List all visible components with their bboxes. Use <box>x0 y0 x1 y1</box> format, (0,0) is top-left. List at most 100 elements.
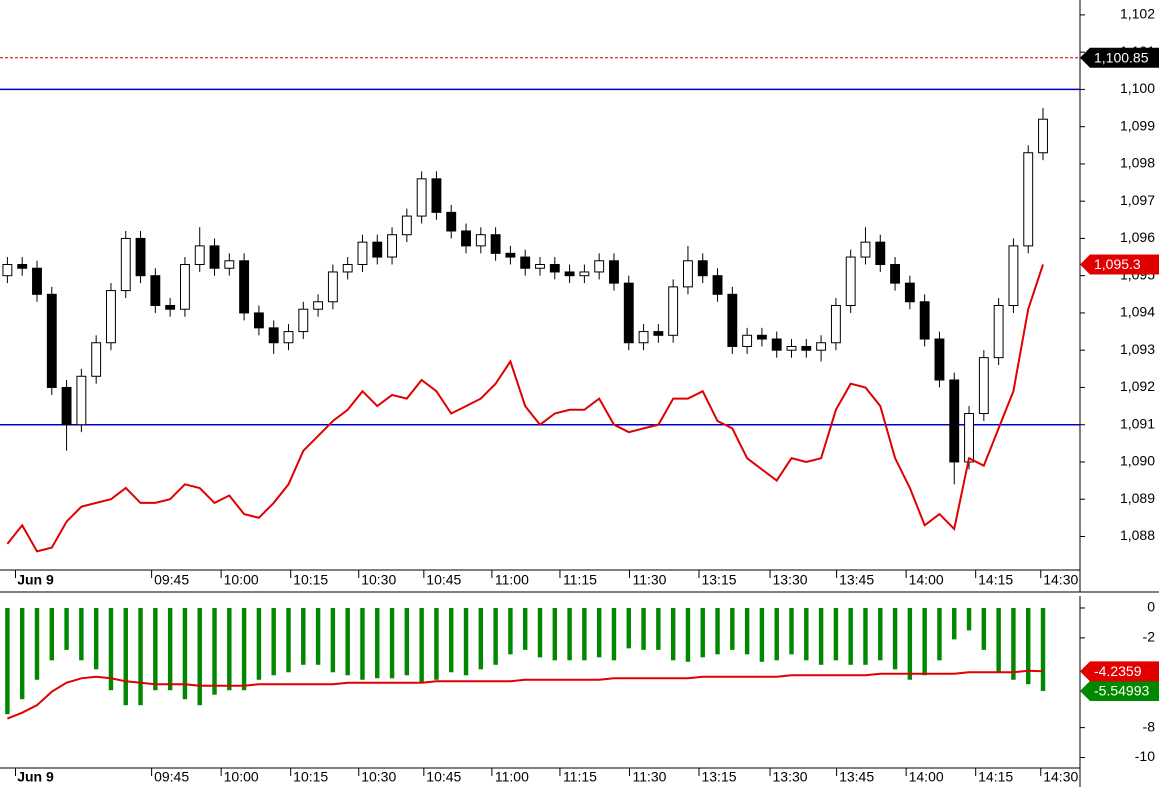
candle-body <box>239 260 250 314</box>
candle-body <box>1038 118 1048 154</box>
x-tick-label: 10:15 <box>293 572 328 588</box>
x-tick-label: 13:15 <box>701 572 736 588</box>
tag-label: -4.2359 <box>1094 663 1142 679</box>
candle-body <box>919 301 930 340</box>
x-tick-label: Jun 9 <box>17 572 54 588</box>
candle-body <box>505 252 516 258</box>
x-tick-label: 11:30 <box>632 769 666 785</box>
y-tick-label: 1,096 <box>1120 229 1155 245</box>
x-tick-label: 13:45 <box>839 572 874 588</box>
tag-label: 1,100.85 <box>1094 49 1149 65</box>
candle-body <box>653 331 664 336</box>
candle-body <box>150 275 161 306</box>
candle-body <box>313 301 324 310</box>
histogram-bar <box>360 607 365 680</box>
histogram-bar <box>878 607 883 661</box>
candle-body <box>964 413 974 463</box>
candle-body <box>91 342 102 377</box>
histogram-bar <box>922 607 927 676</box>
candle-body <box>638 331 649 344</box>
price-tag: -4.2359 <box>1080 661 1159 682</box>
candle-body <box>179 264 190 310</box>
candle-body <box>446 211 457 232</box>
candle-body <box>209 245 220 269</box>
x-tick-label: 10:30 <box>361 572 396 588</box>
candle-body <box>76 375 87 426</box>
candle-body <box>579 271 590 277</box>
y-tick-label: 1,099 <box>1120 117 1155 133</box>
y-tick-label: 1,098 <box>1120 155 1155 171</box>
histogram-bar <box>1011 607 1016 680</box>
histogram-bar <box>463 607 469 676</box>
candle-body <box>830 304 841 344</box>
y-tick-label: 1,102 <box>1120 6 1155 22</box>
histogram-bar <box>34 607 40 680</box>
histogram-bar <box>434 607 439 680</box>
histogram-bar <box>419 607 424 683</box>
histogram-bar <box>49 607 54 661</box>
histogram-bar <box>167 607 173 691</box>
candle-body <box>283 331 294 344</box>
price-tag: 1,095.3 <box>1080 254 1159 275</box>
candle-body <box>1023 152 1034 247</box>
histogram-bar <box>759 607 765 662</box>
histogram-bar <box>789 607 794 655</box>
candle-body <box>549 264 560 273</box>
candle-body <box>520 256 531 269</box>
histogram-bar <box>123 607 128 706</box>
histogram-bar <box>227 607 232 691</box>
histogram-bar <box>966 607 972 631</box>
histogram-bar <box>552 607 558 661</box>
histogram-bar <box>330 607 336 673</box>
y-tick-label: 1,088 <box>1120 527 1155 543</box>
candle-body <box>993 304 1004 359</box>
x-tick-label: 10:45 <box>426 572 461 588</box>
histogram-bar <box>493 607 498 665</box>
candle-body <box>875 241 886 266</box>
histogram-bar <box>315 607 321 665</box>
x-tick-label: 09:45 <box>154 769 189 785</box>
histogram-bar <box>863 607 868 665</box>
x-tick-label: 11:15 <box>563 769 597 785</box>
candle-body <box>268 327 279 344</box>
histogram-bar <box>256 607 262 680</box>
histogram-bar <box>952 607 957 640</box>
y-tick-label: 1,092 <box>1120 378 1155 394</box>
candle-body <box>224 260 235 269</box>
x-tick-label: 09:45 <box>154 572 189 588</box>
candle-body <box>165 304 176 310</box>
tag-box <box>1080 680 1159 701</box>
candle-body <box>431 178 442 213</box>
candle-body <box>461 230 471 247</box>
price-tag: -5.54993 <box>1080 680 1159 701</box>
candle-body <box>904 282 915 303</box>
histogram-bar <box>79 607 84 661</box>
y-tick-label: 1,100 <box>1120 80 1155 96</box>
candle-body <box>712 275 723 295</box>
x-tick-label: 10:30 <box>361 769 396 785</box>
candle-body <box>194 245 205 266</box>
candle-body <box>387 234 397 258</box>
candle-body <box>120 237 131 292</box>
histogram-bar <box>153 607 158 691</box>
histogram-bar <box>804 607 809 661</box>
price-tag: 1,100.85 <box>1080 47 1159 68</box>
histogram-bar <box>389 607 395 679</box>
histogram-bar <box>774 607 779 661</box>
y-tick-label: 1,089 <box>1120 490 1155 506</box>
histogram-bar <box>626 607 631 649</box>
y-tick-label: -8 <box>1143 718 1156 734</box>
histogram-bar <box>241 607 247 691</box>
histogram-bar <box>404 607 410 676</box>
histogram-bar <box>449 607 454 673</box>
histogram-bar <box>19 607 25 700</box>
signal-line <box>7 669 1044 720</box>
histogram-bar <box>611 607 617 661</box>
histogram-bar <box>892 607 898 670</box>
histogram-bar <box>537 607 543 658</box>
y-tick-label: 1,094 <box>1120 304 1155 320</box>
candle-body <box>327 271 338 303</box>
y-tick-label: 1,097 <box>1120 192 1155 208</box>
histogram-bar <box>907 607 913 680</box>
